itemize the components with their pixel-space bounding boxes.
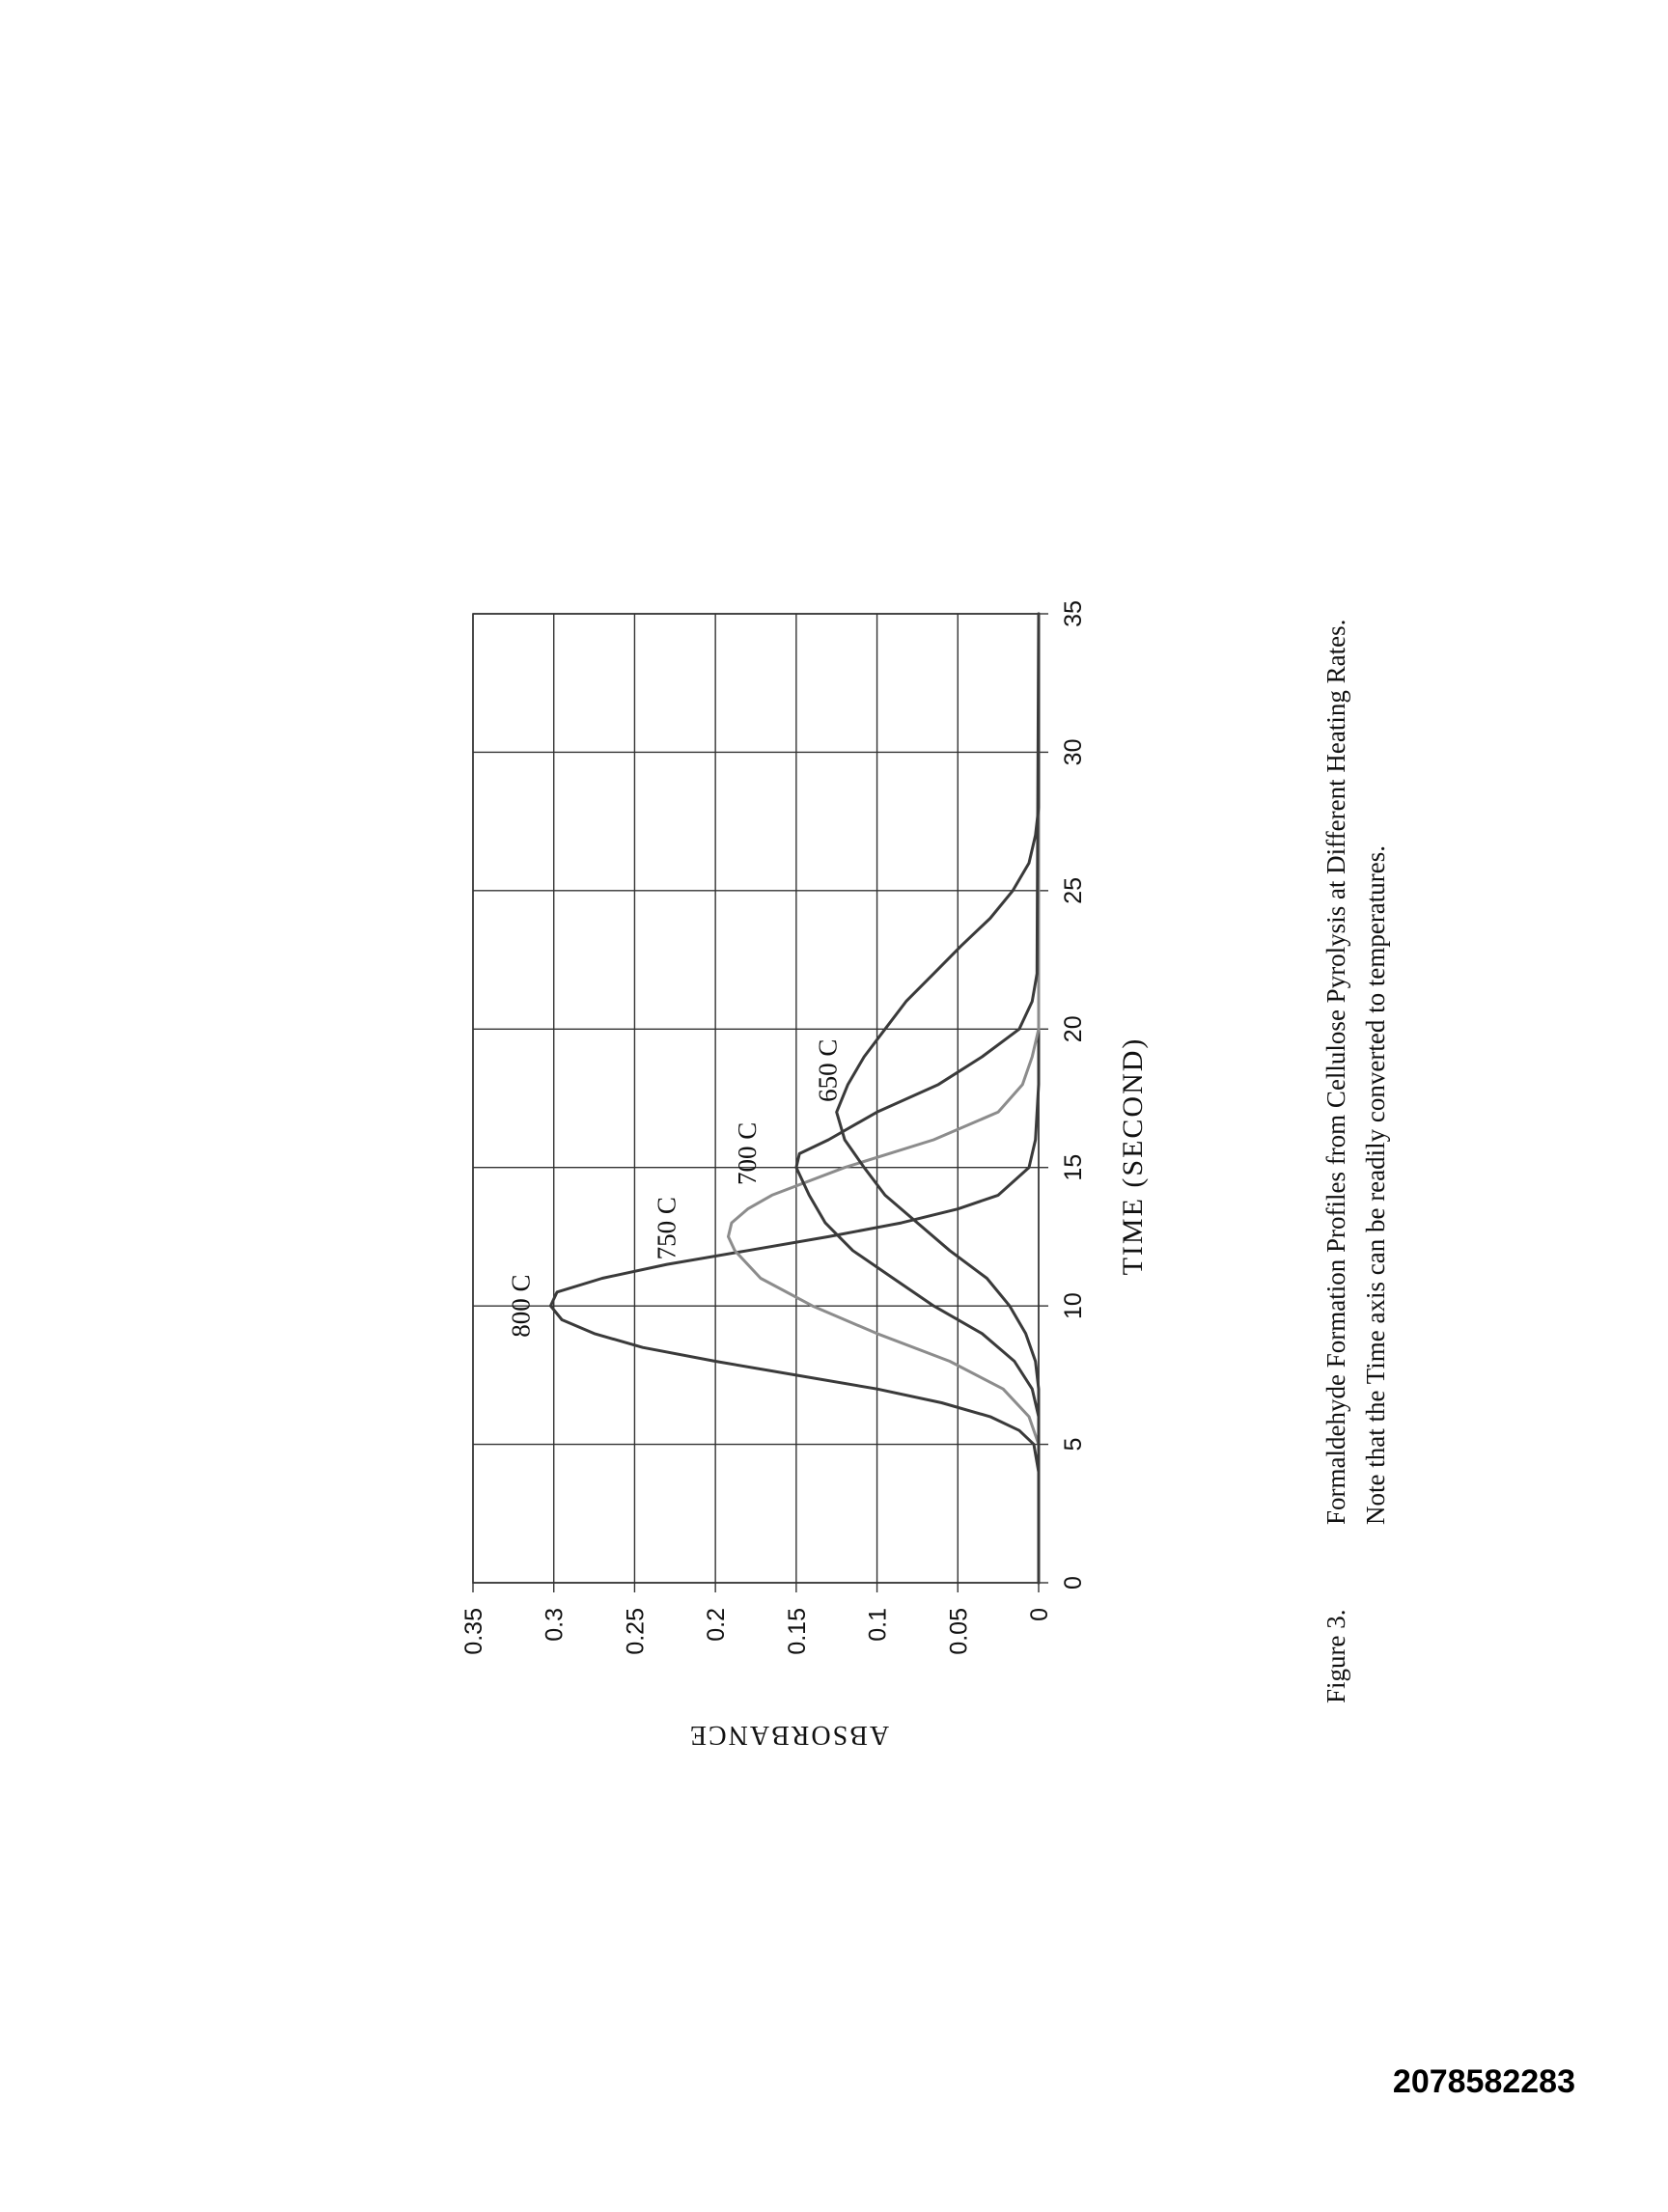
curve-label: 750 C bbox=[652, 1197, 681, 1259]
x-tick-label: 5 bbox=[1060, 1438, 1087, 1452]
x-tick-label: 35 bbox=[1060, 600, 1087, 627]
document-id: 2078582283 bbox=[1392, 2063, 1575, 2100]
y-tick-label: 0 bbox=[1026, 1608, 1053, 1621]
x-tick-label: 15 bbox=[1060, 1154, 1087, 1181]
y-tick-label: 0.35 bbox=[460, 1608, 487, 1655]
plot-frame bbox=[472, 613, 1040, 1584]
y-tick-label: 0.3 bbox=[542, 1608, 569, 1642]
chart-annotations: 800 C 750 C 700 C 650 C bbox=[507, 1039, 843, 1338]
y-tick-label: 0.25 bbox=[622, 1608, 649, 1655]
curve-label: 700 C bbox=[733, 1122, 762, 1185]
series-line-750c bbox=[727, 612, 1041, 1585]
x-axis-title: TIME (SECOND) bbox=[1117, 1037, 1149, 1276]
y-tick-label: 0.1 bbox=[865, 1608, 892, 1642]
y-tick-label: 0.15 bbox=[784, 1608, 811, 1655]
chart-grid bbox=[472, 613, 1048, 1592]
series-line-800c bbox=[548, 612, 1041, 1585]
y-tick-label: 0.2 bbox=[703, 1608, 730, 1642]
figure-label: Figure 3. bbox=[1321, 1609, 1350, 1704]
x-tick-label: 10 bbox=[1060, 1292, 1087, 1319]
x-tick-label: 25 bbox=[1060, 877, 1087, 904]
curve-label: 800 C bbox=[507, 1274, 536, 1337]
series-line-700c bbox=[794, 612, 1041, 1585]
x-tick-label: 20 bbox=[1060, 1015, 1087, 1042]
chart-series bbox=[548, 612, 1041, 1585]
y-axis-title: ABSORBANCE bbox=[688, 1720, 889, 1750]
curve-label: 650 C bbox=[814, 1039, 843, 1102]
x-tick-label: 30 bbox=[1060, 739, 1087, 766]
x-tick-label: 0 bbox=[1060, 1576, 1087, 1590]
figure-note: Note that the Time axis can be readily c… bbox=[1361, 844, 1390, 1525]
chart-ticks: 0 5 10 15 20 25 30 35 0 0.05 0.1 0.15 0.2 0.25 0.3 0.35 bbox=[460, 600, 1087, 1655]
figure-caption: Formaldehyde Formation Profiles from Cel… bbox=[1321, 619, 1350, 1525]
series-line-650c bbox=[835, 612, 1041, 1585]
y-tick-label: 0.05 bbox=[945, 1608, 972, 1655]
